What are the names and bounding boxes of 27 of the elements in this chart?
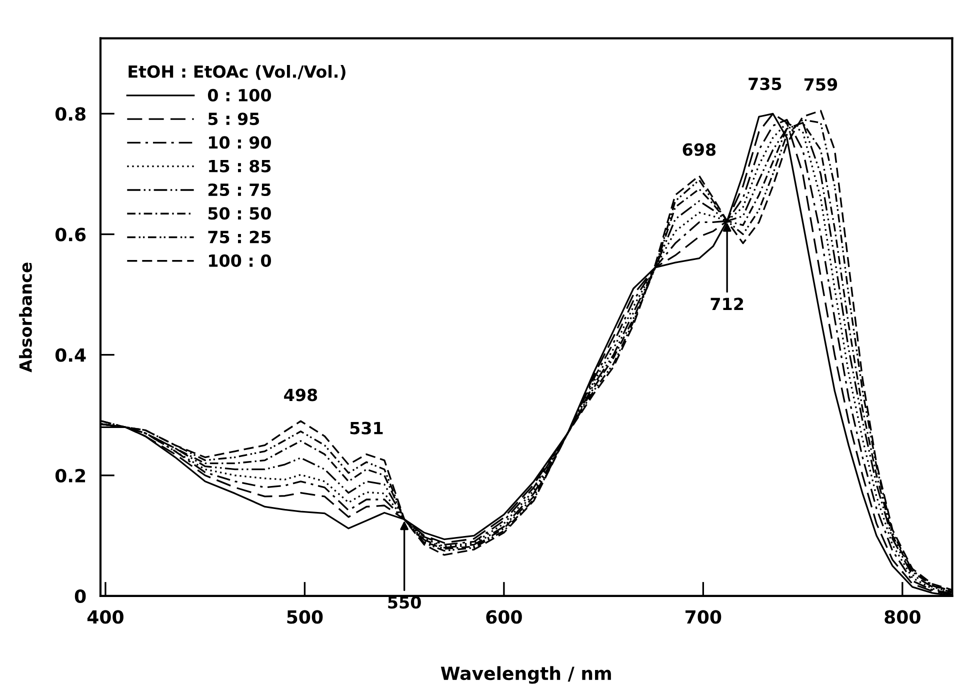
annotation: 698 xyxy=(682,143,716,156)
x-tick-label: 500 xyxy=(287,610,323,624)
y-tick-label: 0.4 xyxy=(55,348,86,362)
legend-title: EtOH : EtOAc (Vol./Vol.) xyxy=(128,65,346,80)
x-axis-title: Wavelength / nm xyxy=(440,666,611,684)
annotation: 498 xyxy=(284,388,318,402)
x-tick-label: 400 xyxy=(87,610,124,624)
legend-label: 25 : 75 xyxy=(208,183,271,196)
legend-label: 100 : 0 xyxy=(209,254,272,267)
x-tick-label: 700 xyxy=(686,610,722,624)
annotation: 759 xyxy=(804,78,838,91)
annotation: 531 xyxy=(350,422,383,434)
legend-label: 75 : 25 xyxy=(208,230,271,244)
legend-label: 0 : 100 xyxy=(208,88,272,102)
y-tick-label: 0.2 xyxy=(55,468,86,482)
y-axis-title: Absorbance xyxy=(19,262,32,372)
legend-label: 5 : 95 xyxy=(208,112,260,126)
y-tick-label: 0.6 xyxy=(55,228,86,242)
legend-label: 15 : 85 xyxy=(209,160,271,172)
annotation: 735 xyxy=(748,78,782,90)
y-tick-label: 0 xyxy=(74,589,86,604)
x-tick-label: 800 xyxy=(884,610,920,624)
y-tick-label: 0.8 xyxy=(55,107,86,121)
annotation: 712 xyxy=(710,298,744,310)
x-tick-label: 600 xyxy=(486,610,522,624)
legend-label: 10 : 90 xyxy=(209,136,272,149)
legend-label: 50 : 50 xyxy=(208,207,272,220)
